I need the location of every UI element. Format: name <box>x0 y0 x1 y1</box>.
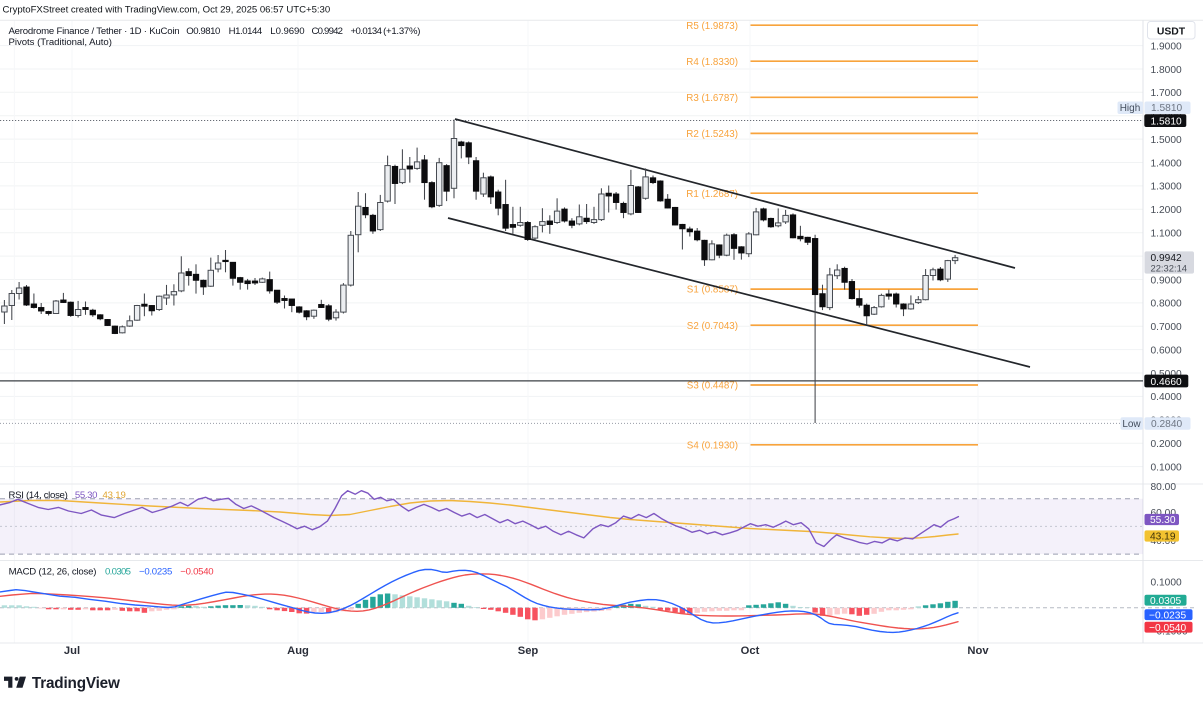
svg-text:R2 (1.5243): R2 (1.5243) <box>686 129 738 140</box>
svg-text:0.1000: 0.1000 <box>1151 577 1182 588</box>
svg-text:1.4000: 1.4000 <box>1151 158 1182 169</box>
svg-text:0.6000: 0.6000 <box>1151 345 1182 356</box>
svg-text:−0.0235: −0.0235 <box>139 567 172 578</box>
svg-text:55.30: 55.30 <box>75 490 98 501</box>
svg-text:Nov: Nov <box>967 645 989 657</box>
svg-text:S4 (0.1930): S4 (0.1930) <box>687 440 738 451</box>
svg-text:0.9942: 0.9942 <box>1151 253 1182 264</box>
svg-text:−0.0540: −0.0540 <box>180 567 213 578</box>
svg-text:1.5810: 1.5810 <box>1151 103 1182 114</box>
svg-text:Pivots (Traditional, Auto): Pivots (Traditional, Auto) <box>9 37 112 48</box>
svg-text:0.8000: 0.8000 <box>1151 299 1182 310</box>
svg-text:80.00: 80.00 <box>1151 482 1177 493</box>
svg-text:1.8000: 1.8000 <box>1151 65 1182 76</box>
svg-text:Oct: Oct <box>741 645 760 657</box>
svg-text:0.7000: 0.7000 <box>1151 322 1182 333</box>
svg-text:Sep: Sep <box>518 645 539 657</box>
svg-text:H1.0144: H1.0144 <box>229 26 263 37</box>
svg-text:Aug: Aug <box>287 645 309 657</box>
svg-text:22:32:14: 22:32:14 <box>1151 262 1188 273</box>
svg-text:Low: Low <box>1122 419 1141 430</box>
svg-text:0.9000: 0.9000 <box>1151 275 1182 286</box>
svg-text:60.00: 60.00 <box>1151 508 1177 519</box>
svg-text:R3 (1.6787): R3 (1.6787) <box>686 93 738 104</box>
svg-text:TradingView: TradingView <box>32 675 120 692</box>
svg-text:Jul: Jul <box>64 645 80 657</box>
svg-text:0.4660: 0.4660 <box>1151 377 1182 388</box>
svg-text:55.30: 55.30 <box>1150 515 1176 526</box>
svg-text:CryptoFXStreet created with Tr: CryptoFXStreet created with TradingView.… <box>3 4 331 15</box>
svg-text:−0.0235: −0.0235 <box>1149 610 1186 621</box>
svg-text:MACD (12, 26, close): MACD (12, 26, close) <box>9 567 97 578</box>
svg-text:S2 (0.7043): S2 (0.7043) <box>687 321 738 332</box>
svg-text:0.2840: 0.2840 <box>1151 419 1182 430</box>
svg-text:0.4000: 0.4000 <box>1151 392 1182 403</box>
svg-text:S3 (0.4487): S3 (0.4487) <box>687 381 738 392</box>
svg-text:1.3000: 1.3000 <box>1151 182 1182 193</box>
svg-text:RSI (14, close): RSI (14, close) <box>9 490 68 501</box>
svg-text:R1 (1.2687): R1 (1.2687) <box>686 189 738 200</box>
svg-text:(+1.37%): (+1.37%) <box>383 26 420 37</box>
svg-text:1.2000: 1.2000 <box>1151 205 1182 216</box>
svg-text:R5 (1.9873): R5 (1.9873) <box>686 21 738 32</box>
svg-text:1.9000: 1.9000 <box>1151 41 1182 52</box>
svg-text:1.1000: 1.1000 <box>1151 229 1182 240</box>
svg-text:0.5000: 0.5000 <box>1151 369 1182 380</box>
svg-text:L0.9690: L0.9690 <box>270 26 304 37</box>
svg-text:0.0305: 0.0305 <box>105 567 131 578</box>
svg-text:1.5810: 1.5810 <box>1151 116 1182 127</box>
svg-text:43.19: 43.19 <box>1150 532 1176 543</box>
svg-text:0.2000: 0.2000 <box>1151 439 1182 450</box>
svg-text:S1 (0.8587): S1 (0.8587) <box>687 285 738 296</box>
svg-text:USDT: USDT <box>1157 26 1186 37</box>
svg-text:0.0305: 0.0305 <box>1150 596 1181 607</box>
svg-text:R4 (1.8330): R4 (1.8330) <box>686 57 738 68</box>
svg-text:0.1000: 0.1000 <box>1151 462 1182 473</box>
svg-text:C0.9942: C0.9942 <box>312 26 344 37</box>
svg-text:Aerodrome Finance / Tether · 1: Aerodrome Finance / Tether · 1D · KuCoin <box>9 26 180 37</box>
svg-text:1.5000: 1.5000 <box>1151 135 1182 146</box>
svg-text:O0.9810: O0.9810 <box>186 26 220 37</box>
svg-text:43.19: 43.19 <box>103 490 126 501</box>
svg-text:−0.0540: −0.0540 <box>1149 623 1186 634</box>
svg-text:+0.0134: +0.0134 <box>351 26 383 37</box>
svg-text:High: High <box>1120 103 1141 114</box>
svg-text:1.7000: 1.7000 <box>1151 88 1182 99</box>
